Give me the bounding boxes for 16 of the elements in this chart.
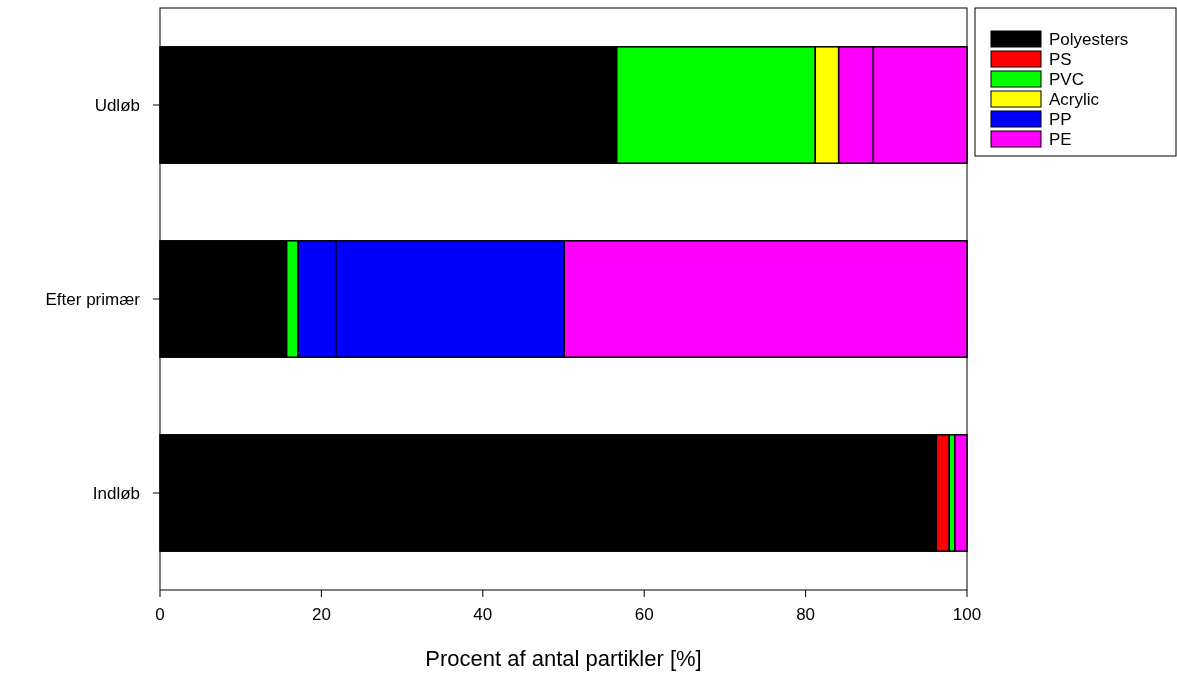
x-axis-title: Procent af antal partikler [%]: [425, 646, 702, 671]
x-tick-label: 0: [155, 605, 165, 624]
y-tick-label: Udløb: [94, 95, 140, 115]
y-tick-label: Efter primær: [45, 289, 141, 309]
x-tick-label: 40: [473, 605, 493, 624]
legend-label: Polyesters: [1049, 29, 1129, 49]
legend-label: PS: [1049, 49, 1072, 69]
x-tick-label: 100: [952, 605, 982, 624]
x-tick-label: 20: [311, 605, 331, 624]
y-tick-label: Indløb: [92, 483, 140, 503]
legend-label: PVC: [1049, 69, 1084, 89]
x-tick-label: 80: [796, 605, 816, 624]
legend-label: PP: [1049, 109, 1072, 129]
x-tick-label: 60: [634, 605, 654, 624]
legend-label: Acrylic: [1049, 89, 1100, 109]
legend-label: PE: [1049, 129, 1072, 149]
